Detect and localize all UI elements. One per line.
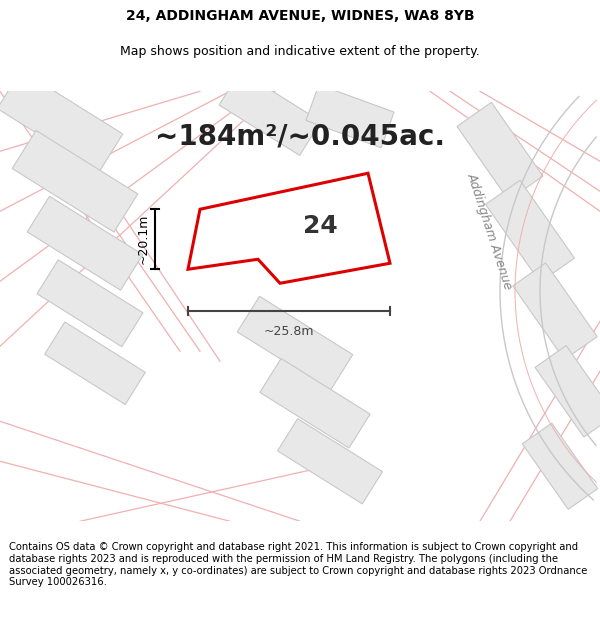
Polygon shape xyxy=(27,196,143,290)
Polygon shape xyxy=(44,322,145,404)
Text: ~184m²/~0.045ac.: ~184m²/~0.045ac. xyxy=(155,122,445,150)
Polygon shape xyxy=(513,263,597,359)
Text: 24: 24 xyxy=(302,214,337,238)
Polygon shape xyxy=(219,71,321,156)
Text: Map shows position and indicative extent of the property.: Map shows position and indicative extent… xyxy=(120,45,480,58)
Text: Addingham Avenue: Addingham Avenue xyxy=(465,171,515,291)
Polygon shape xyxy=(535,346,600,437)
Polygon shape xyxy=(278,419,382,504)
Polygon shape xyxy=(0,71,123,172)
Polygon shape xyxy=(237,296,353,390)
Text: ~25.8m: ~25.8m xyxy=(264,325,314,338)
Polygon shape xyxy=(260,359,370,448)
Text: 24, ADDINGHAM AVENUE, WIDNES, WA8 8YB: 24, ADDINGHAM AVENUE, WIDNES, WA8 8YB xyxy=(125,9,475,22)
Polygon shape xyxy=(37,260,143,347)
Polygon shape xyxy=(457,102,543,200)
Polygon shape xyxy=(523,423,598,509)
Polygon shape xyxy=(306,85,394,148)
Polygon shape xyxy=(485,180,574,282)
Polygon shape xyxy=(12,131,138,232)
Text: ~20.1m: ~20.1m xyxy=(137,214,149,264)
Text: Contains OS data © Crown copyright and database right 2021. This information is : Contains OS data © Crown copyright and d… xyxy=(9,542,587,587)
